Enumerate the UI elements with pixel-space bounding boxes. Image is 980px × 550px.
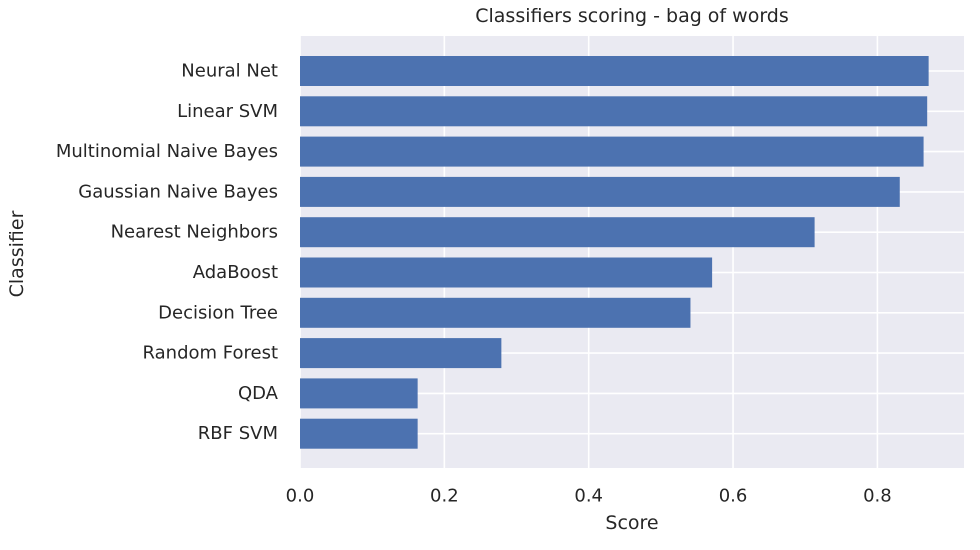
y-tick-label: Linear SVM xyxy=(177,101,278,122)
y-tick-label: Random Forest xyxy=(143,343,278,364)
y-tick-label: Multinomial Naive Bayes xyxy=(56,141,278,162)
y-tick-label: Decision Tree xyxy=(158,302,278,323)
y-tick-label: Gaussian Naive Bayes xyxy=(78,181,278,202)
bar xyxy=(300,136,924,167)
x-tick-label: 0.0 xyxy=(286,486,315,507)
x-tick-labels: 0.0 0.2 0.4 0.6 0.8 xyxy=(286,486,892,507)
x-tick-label: 0.2 xyxy=(430,486,459,507)
y-tick-label: QDA xyxy=(238,383,279,404)
bar xyxy=(300,176,900,207)
y-tick-label: Neural Net xyxy=(181,61,278,82)
y-axis-label: Classifier xyxy=(6,210,28,297)
bar xyxy=(300,297,691,328)
bar xyxy=(300,338,502,369)
x-tick-label: 0.8 xyxy=(863,486,892,507)
y-tick-labels: Neural Net Linear SVM Multinomial Naive Ba… xyxy=(56,61,279,445)
x-tick-label: 0.4 xyxy=(574,486,603,507)
bar xyxy=(300,217,815,248)
bar xyxy=(300,257,713,288)
x-tick-label: 0.6 xyxy=(719,486,748,507)
bar xyxy=(300,56,929,86)
chart-title: Classifiers scoring - bag of words xyxy=(475,5,789,27)
y-tick-label: Nearest Neighbors xyxy=(111,222,278,243)
bar xyxy=(300,378,418,409)
y-tick-label: AdaBoost xyxy=(193,262,278,283)
x-axis-label: Score xyxy=(605,512,658,534)
y-tick-label: RBF SVM xyxy=(198,423,278,444)
bar xyxy=(300,418,418,449)
bar xyxy=(300,96,928,127)
bars xyxy=(300,56,929,449)
